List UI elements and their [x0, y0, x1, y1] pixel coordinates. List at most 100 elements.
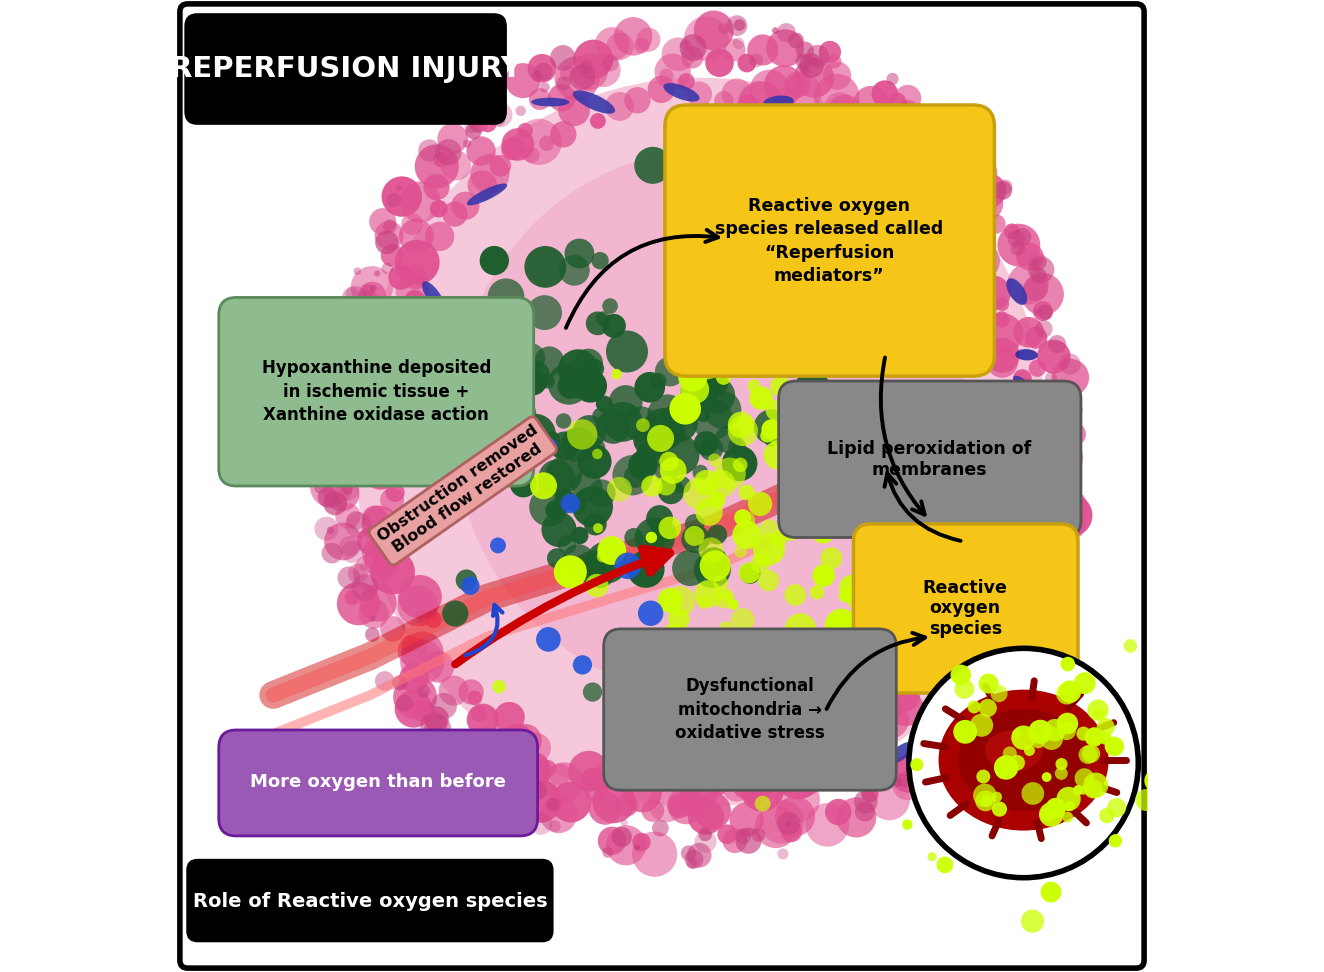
Circle shape [381, 262, 393, 274]
Circle shape [1027, 253, 1047, 271]
Circle shape [722, 79, 752, 109]
Circle shape [833, 746, 859, 773]
Circle shape [545, 501, 565, 520]
FancyBboxPatch shape [218, 730, 538, 836]
Circle shape [1063, 489, 1074, 499]
Circle shape [636, 418, 650, 432]
Circle shape [569, 64, 596, 90]
Circle shape [801, 65, 809, 74]
Ellipse shape [1013, 376, 1039, 401]
Circle shape [882, 117, 922, 156]
Circle shape [723, 39, 745, 61]
Circle shape [401, 213, 424, 235]
Circle shape [970, 549, 1005, 584]
Circle shape [606, 477, 632, 502]
Circle shape [416, 610, 432, 626]
Circle shape [367, 379, 404, 416]
Circle shape [585, 437, 605, 458]
Circle shape [646, 505, 673, 532]
Circle shape [670, 393, 700, 425]
Circle shape [837, 797, 876, 838]
Circle shape [1057, 712, 1078, 734]
Circle shape [549, 45, 576, 71]
Circle shape [699, 550, 731, 581]
Circle shape [1079, 786, 1087, 795]
Circle shape [1057, 683, 1078, 705]
Circle shape [947, 167, 967, 187]
Circle shape [381, 308, 408, 334]
Circle shape [953, 166, 970, 184]
Circle shape [515, 106, 526, 116]
Circle shape [420, 712, 448, 740]
Circle shape [805, 803, 849, 847]
Circle shape [508, 724, 542, 757]
Circle shape [487, 102, 512, 127]
Circle shape [940, 649, 965, 675]
Circle shape [694, 792, 731, 829]
Circle shape [659, 457, 687, 484]
Circle shape [679, 226, 714, 260]
Circle shape [1019, 574, 1043, 599]
Circle shape [1006, 596, 1051, 641]
Circle shape [737, 53, 756, 72]
Circle shape [757, 570, 779, 591]
Circle shape [733, 458, 748, 472]
Circle shape [356, 291, 380, 314]
Circle shape [404, 265, 428, 290]
Circle shape [781, 750, 826, 796]
Circle shape [322, 542, 343, 564]
Circle shape [828, 94, 862, 129]
Circle shape [1033, 554, 1049, 570]
Circle shape [369, 285, 376, 292]
Circle shape [597, 551, 608, 563]
Circle shape [1031, 625, 1047, 642]
Circle shape [685, 850, 703, 869]
Circle shape [985, 578, 1023, 616]
Circle shape [430, 693, 457, 719]
Circle shape [334, 364, 357, 388]
Circle shape [820, 762, 845, 787]
Circle shape [359, 584, 397, 621]
Circle shape [571, 527, 588, 544]
Circle shape [1017, 512, 1035, 530]
Circle shape [1013, 578, 1037, 603]
FancyBboxPatch shape [854, 524, 1078, 693]
Circle shape [557, 373, 584, 399]
Circle shape [687, 798, 724, 835]
Circle shape [387, 193, 401, 208]
Circle shape [920, 748, 931, 759]
Circle shape [490, 155, 511, 177]
Circle shape [602, 298, 618, 314]
Circle shape [320, 357, 344, 380]
Circle shape [655, 461, 678, 483]
Circle shape [1057, 786, 1080, 811]
Circle shape [451, 191, 479, 220]
Circle shape [957, 708, 963, 713]
Circle shape [1029, 571, 1045, 587]
Circle shape [493, 680, 506, 693]
Circle shape [510, 470, 538, 498]
Circle shape [739, 485, 755, 501]
Circle shape [699, 828, 712, 841]
Circle shape [344, 456, 371, 481]
Circle shape [444, 731, 489, 776]
Circle shape [961, 241, 1000, 280]
Circle shape [956, 239, 982, 265]
Circle shape [645, 529, 665, 550]
Circle shape [1035, 549, 1043, 556]
Circle shape [1039, 727, 1063, 750]
Circle shape [1009, 657, 1018, 668]
Circle shape [1087, 700, 1108, 721]
Circle shape [573, 655, 592, 675]
Circle shape [1045, 372, 1057, 384]
Circle shape [1084, 727, 1104, 746]
Circle shape [1053, 506, 1086, 540]
Circle shape [1013, 530, 1042, 559]
Circle shape [657, 476, 675, 496]
Circle shape [687, 82, 712, 107]
Circle shape [466, 136, 495, 166]
Circle shape [547, 798, 560, 812]
Circle shape [606, 330, 647, 372]
Circle shape [479, 115, 496, 132]
Circle shape [849, 629, 876, 656]
